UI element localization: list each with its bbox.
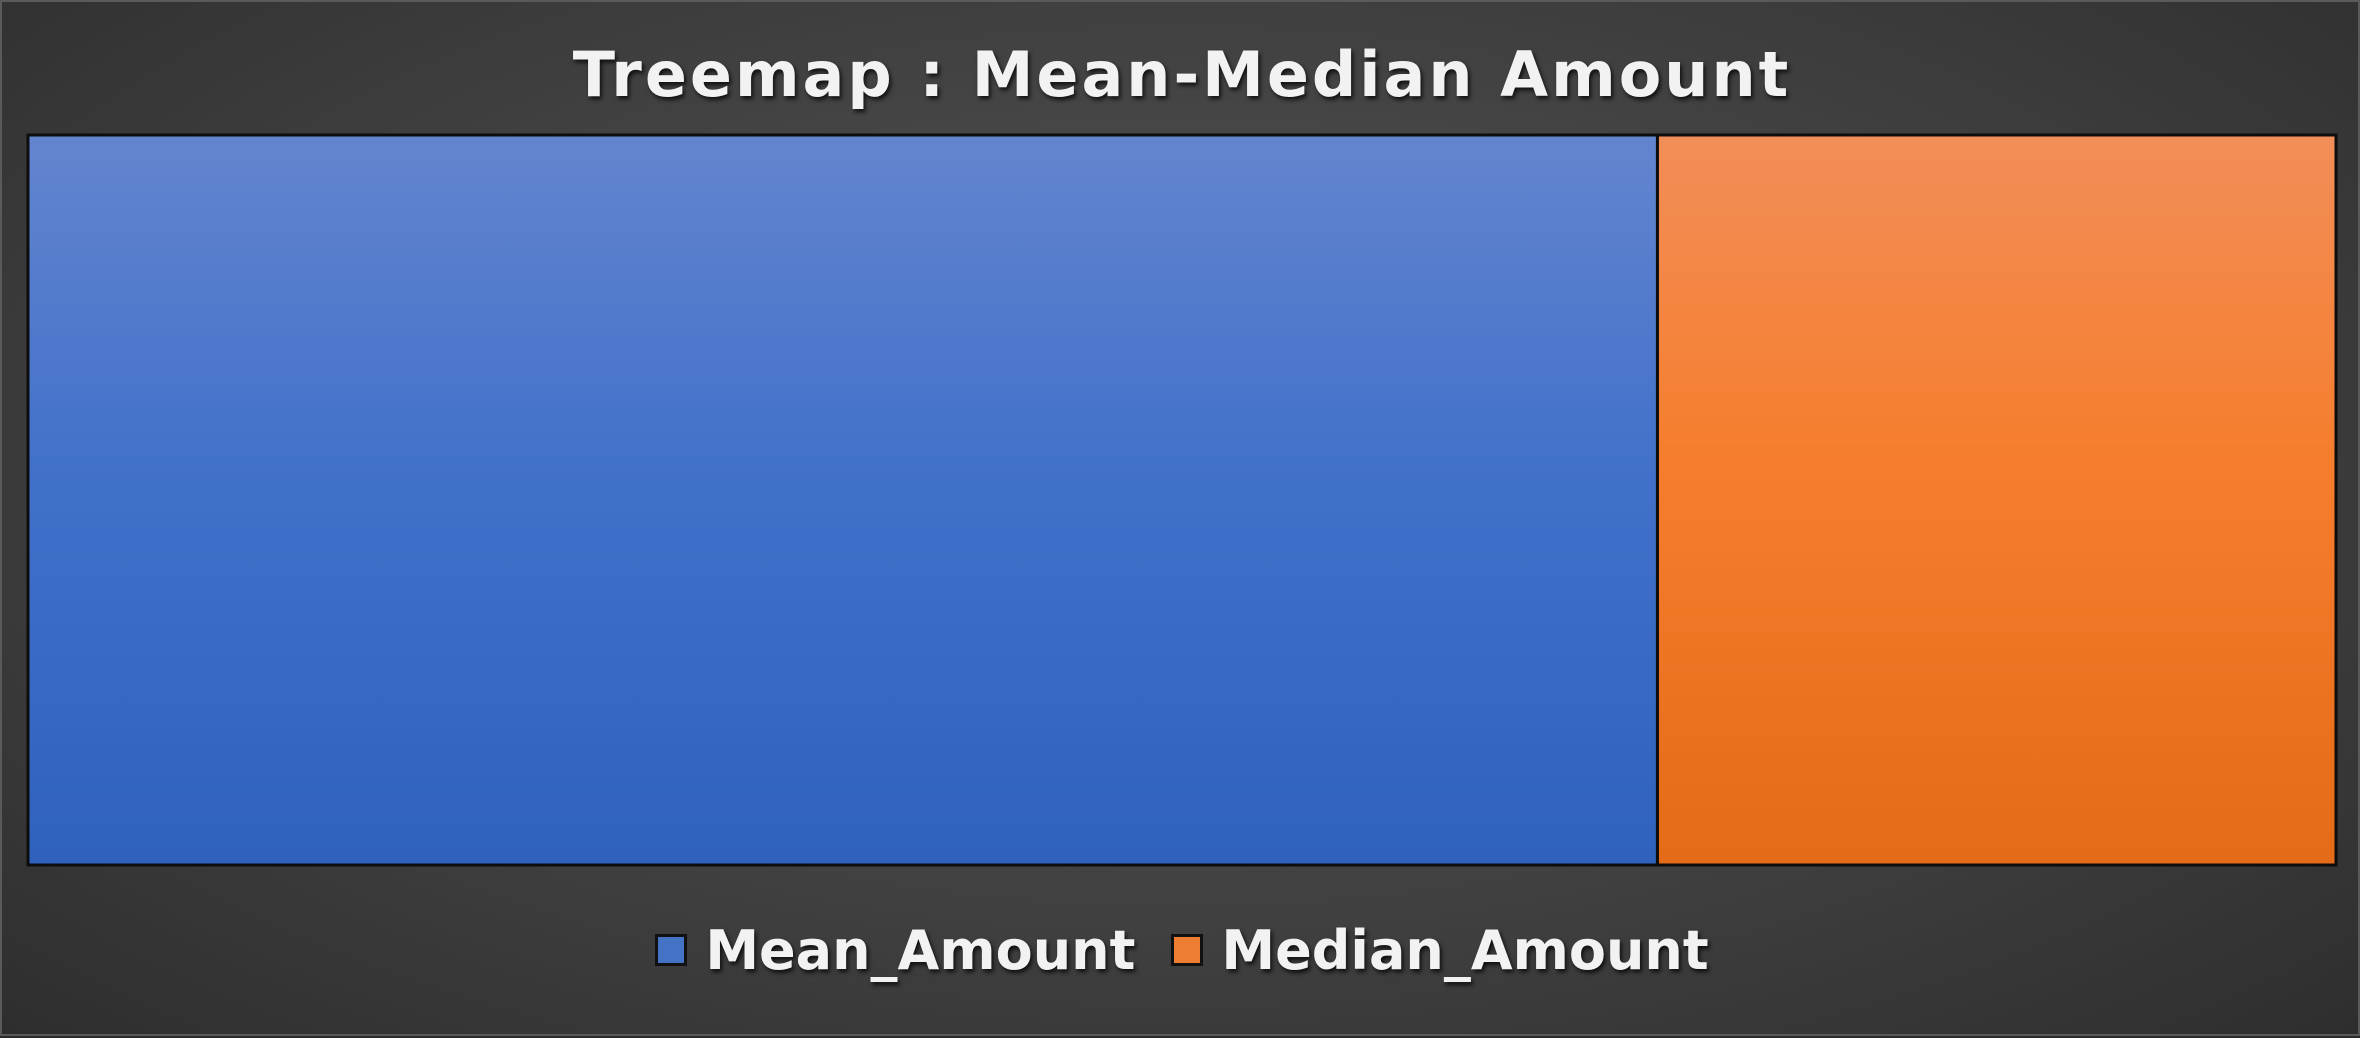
treemap-cell-median <box>1655 133 2338 867</box>
legend-swatch-mean <box>655 934 688 966</box>
legend-label-median: Median_Amount <box>1221 918 1709 982</box>
legend-item-mean: Mean_Amount <box>655 919 1135 982</box>
legend: Mean_Amount Median_Amount <box>2 910 2360 990</box>
legend-swatch-median <box>1171 934 1204 966</box>
treemap-cells <box>26 133 2338 867</box>
legend-item-median: Median_Amount <box>1171 918 1709 982</box>
legend-label-mean: Mean_Amount <box>705 918 1136 982</box>
treemap-cell-mean <box>26 133 1659 867</box>
chart-title: Treemap : Mean-Median Amount <box>572 38 1792 111</box>
